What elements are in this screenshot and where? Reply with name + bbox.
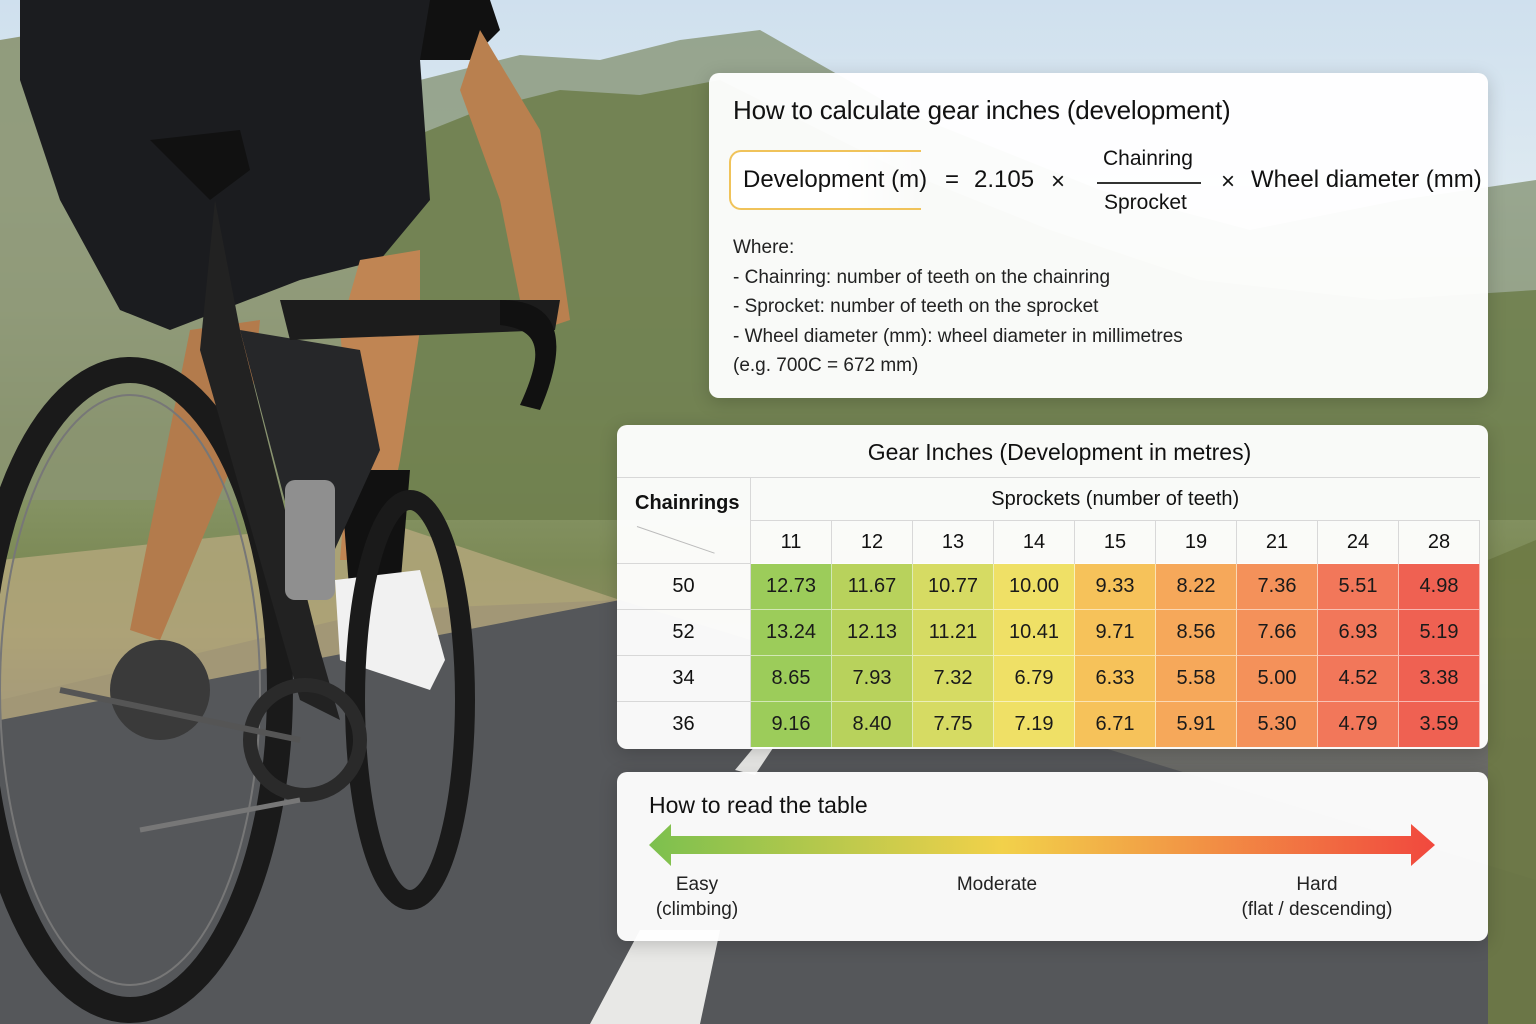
chainring-cell: 34 [617, 655, 751, 702]
fraction-denominator: Sprocket [1104, 191, 1187, 214]
development-value-cell: 5.00 [1236, 655, 1318, 702]
development-value-cell: 8.40 [831, 701, 913, 747]
table-row: 36 9.16 8.40 7.75 7.19 6.71 5.91 5.30 4.79 3.59 [617, 701, 1480, 747]
formula-title: How to calculate gear inches (developmen… [733, 95, 1231, 125]
sprocket-col-header: 12 [831, 520, 913, 564]
table-title: Gear Inches (Development in metres) [867, 439, 1252, 465]
development-value-cell: 4.79 [1317, 701, 1399, 747]
legend-moderate-label: Moderate [956, 874, 1038, 895]
development-value-cell: 5.58 [1155, 655, 1237, 702]
chainring-cell: 50 [617, 563, 751, 610]
gear-table: Chainrings Sprockets (number of teeth) 1… [617, 477, 1480, 747]
sprocket-col-header: 15 [1074, 520, 1156, 564]
chainring-cell: 52 [617, 609, 751, 656]
explanation-line: Where: [733, 237, 795, 258]
development-value-cell: 3.38 [1398, 655, 1480, 702]
explanation-line: (e.g. 700C = 672 mm) [733, 355, 919, 376]
table-row: 34 8.65 7.93 7.32 6.79 6.33 5.58 5.00 4.52 3.38 [617, 655, 1480, 702]
development-value-cell: 5.91 [1155, 701, 1237, 747]
development-value-cell: 3.59 [1398, 701, 1480, 747]
development-value-cell: 8.65 [750, 655, 832, 702]
fraction-numerator: Chainring [1103, 147, 1193, 170]
development-value-cell: 12.73 [750, 563, 832, 610]
sprocket-header-row: 11 12 13 14 15 19 21 24 28 [617, 520, 1480, 564]
sprocket-col-header: 11 [750, 520, 832, 564]
multiply-sign: × [1221, 168, 1236, 195]
development-highlight-box [729, 150, 921, 210]
hard-subtext: (flat / descending) [1241, 899, 1393, 920]
development-value-cell: 6.93 [1317, 609, 1399, 656]
formula-panel: How to calculate gear inches (developmen… [709, 73, 1488, 398]
table-corner: Chainrings [617, 477, 751, 564]
development-value-cell: 6.33 [1074, 655, 1156, 702]
development-value-cell: 10.00 [993, 563, 1075, 610]
development-value-cell: 12.13 [831, 609, 913, 656]
development-value-cell: 6.79 [993, 655, 1075, 702]
multiply-sign: × [1051, 168, 1066, 195]
formula-equation: Development (m) = 2.105 × Chainring Spro… [729, 147, 1482, 215]
development-value-cell: 9.33 [1074, 563, 1156, 610]
legend-panel: How to read the table Easy (climbing) Mo… [617, 772, 1488, 941]
development-value-cell: 9.16 [750, 701, 832, 747]
explanation-line: - Chainring: number of teeth on the chai… [733, 266, 1111, 288]
sprockets-header: Sprockets (number of teeth) [750, 477, 1480, 521]
chainring-cell: 36 [617, 701, 751, 747]
table-row: 50 12.73 11.67 10.77 10.00 9.33 8.22 7.36 5.51 4.… [617, 563, 1480, 610]
corner-divider [636, 526, 715, 554]
development-value-cell: 7.66 [1236, 609, 1318, 656]
equals-sign: = [945, 166, 960, 193]
development-value-cell: 8.56 [1155, 609, 1237, 656]
development-value-cell: 10.77 [912, 563, 994, 610]
development-value-cell: 7.32 [912, 655, 994, 702]
chainrings-header: Chainrings [635, 492, 740, 514]
legend-easy-label: Easy (climbing) [647, 872, 747, 922]
development-value-cell: 11.67 [831, 563, 913, 610]
legend-hard-label: Hard (flat / descending) [1237, 872, 1397, 922]
easy-subtext: (climbing) [655, 899, 739, 920]
sprocket-col-header: 28 [1398, 520, 1480, 564]
difficulty-arrow [649, 824, 1435, 866]
development-value-cell: 7.36 [1236, 563, 1318, 610]
development-value-cell: 11.21 [912, 609, 994, 656]
sprocket-col-header: 13 [912, 520, 994, 564]
fraction-bar [1097, 182, 1201, 184]
sprocket-col-header: 24 [1317, 520, 1399, 564]
development-value-cell: 6.71 [1074, 701, 1156, 747]
explanation-line: - Sprocket: number of teeth on the sproc… [733, 296, 1099, 317]
development-value-cell: 4.52 [1317, 655, 1399, 702]
sprocket-col-header: 19 [1155, 520, 1237, 564]
development-value-cell: 4.98 [1398, 563, 1480, 610]
sprocket-col-header: 21 [1236, 520, 1318, 564]
development-value-cell: 9.71 [1074, 609, 1156, 656]
easy-text: Easy [675, 874, 719, 895]
development-value-cell: 5.19 [1398, 609, 1480, 656]
development-value-cell: 13.24 [750, 609, 832, 656]
development-label: Development (m) [743, 166, 928, 193]
constant-value: 2.105 [974, 166, 1035, 193]
development-value-cell: 7.75 [912, 701, 994, 747]
hard-text: Hard [1296, 874, 1338, 895]
development-value-cell: 5.51 [1317, 563, 1399, 610]
development-value-cell: 5.30 [1236, 701, 1318, 747]
development-value-cell: 7.19 [993, 701, 1075, 747]
sprocket-col-header: 14 [993, 520, 1075, 564]
wheel-diameter-label: Wheel diameter (mm) [1251, 166, 1482, 193]
table-row: 52 13.24 12.13 11.21 10.41 9.71 8.56 7.66 6.93 5.… [617, 609, 1480, 656]
development-value-cell: 7.93 [831, 655, 913, 702]
explanation-line: - Wheel diameter (mm): wheel diameter in… [733, 325, 1183, 347]
development-value-cell: 8.22 [1155, 563, 1237, 610]
gear-table-panel: Gear Inches (Development in metres) Chai… [617, 425, 1488, 749]
formula-explanation: Where: - Chainring: number of teeth on t… [733, 233, 1183, 381]
legend-title: How to read the table [649, 792, 868, 818]
development-value-cell: 10.41 [993, 609, 1075, 656]
